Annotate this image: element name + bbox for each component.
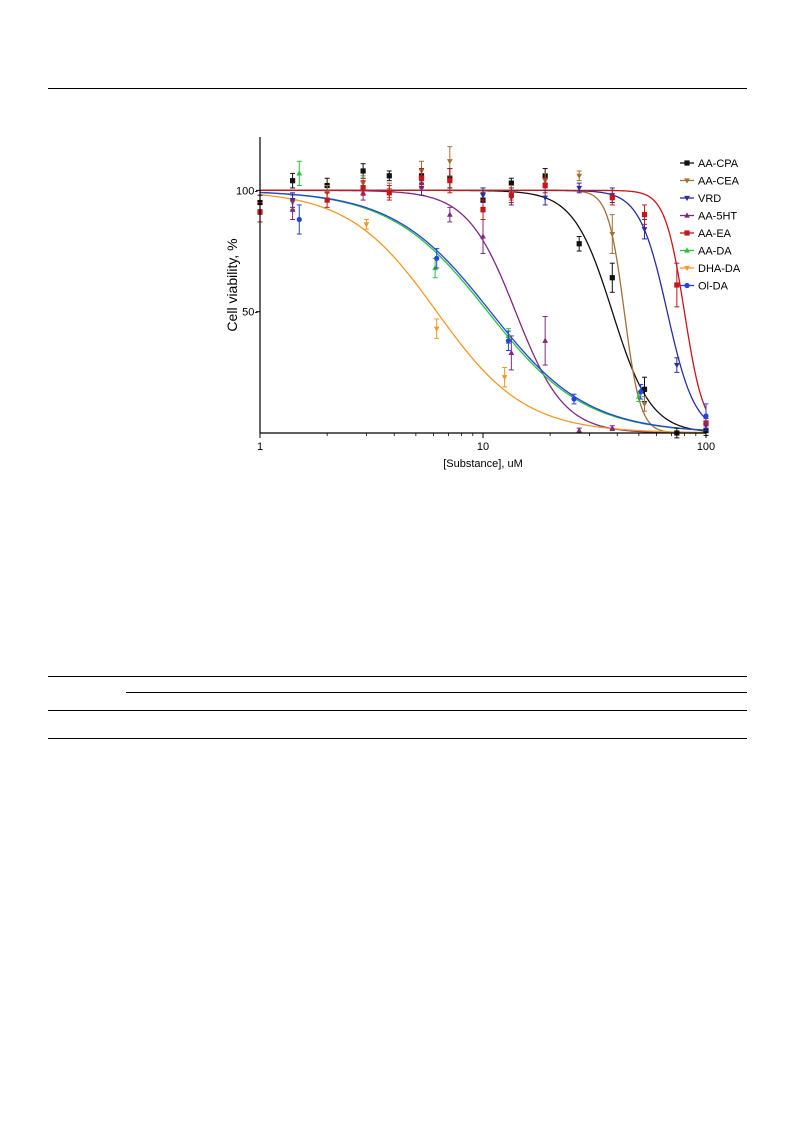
legend-marker-aa-cpa (684, 160, 690, 166)
data-point-aa-da (432, 264, 438, 271)
data-point-aa-ea (609, 195, 615, 201)
top-rule (48, 88, 747, 89)
data-point-aa-cea (576, 173, 583, 179)
data-point-dha-da (363, 222, 370, 228)
legend-marker-dha-da (684, 265, 690, 272)
data-point-aa-cpa (641, 386, 648, 392)
data-point-aa-ea (542, 182, 548, 189)
data-point-vrd (542, 195, 549, 201)
data-point-aa-cpa (386, 173, 392, 179)
legend-marker-aa-cea (684, 178, 690, 184)
data-point-aa-ea (418, 175, 425, 181)
x-tick-label: 1 (257, 441, 263, 453)
data-point-aa-ea (508, 192, 514, 198)
data-point-aa-cpa (289, 178, 296, 184)
data-point-ol-da (571, 396, 577, 402)
data-point-aa-cpa (576, 241, 582, 247)
data-point-aa-ea (386, 190, 392, 196)
x-tick-label: 100 (697, 441, 715, 453)
data-point-aa-cea (446, 159, 453, 165)
data-point-vrd (576, 185, 583, 192)
data-point-ol-da (296, 216, 302, 223)
data-points (257, 146, 709, 439)
table-mid-rule (48, 710, 747, 711)
legend-marker-aa-da (684, 247, 690, 253)
legend: AA-CPA AA-CEA VRD AA-5HT AA-EA AA-DA DHA-DA Ol-… (680, 158, 741, 293)
x-ticks: 1 10 100 (257, 433, 715, 453)
data-point-aa-ea (674, 282, 680, 288)
data-point-aa-5ht (289, 206, 296, 212)
y-ticks: 50- 100- (236, 185, 260, 319)
cell-viability-chart: 1 10 100 50- 100- [Substance], uM Cell viab… (224, 137, 741, 470)
data-point-aa-cea (641, 401, 648, 408)
data-point-aa-5ht (576, 427, 583, 433)
table-top-rule (48, 676, 747, 677)
data-point-aa-ea (480, 207, 486, 213)
legend-marker-ol-da (684, 282, 690, 289)
data-point-ol-da (505, 338, 512, 344)
legend-label-aa-cea: AA-CEA (698, 176, 740, 188)
x-axis-title: [Substance], uM (443, 458, 523, 470)
table-sub-rule (126, 692, 747, 693)
data-point-aa-5ht (542, 337, 549, 343)
legend-label-aa-ea: AA-EA (698, 228, 732, 240)
legend-label-aa-5ht: AA-5HT (698, 211, 737, 223)
data-point-dha-da (501, 375, 508, 381)
data-point-aa-5ht (480, 233, 486, 239)
legend-label-aa-da: AA-DA (698, 246, 732, 258)
fit-curve-ol-da (259, 191, 707, 431)
data-point-aa-cpa (609, 275, 615, 281)
legend-label-aa-cpa: AA-CPA (698, 158, 739, 170)
legend-marker-vrd (684, 195, 690, 202)
x-tick-label: 10 (477, 441, 489, 453)
data-point-dha-da (433, 326, 440, 332)
data-point-aa-ea (641, 212, 648, 218)
data-point-aa-da (296, 170, 303, 176)
data-point-aa-ea (447, 178, 453, 184)
data-point-vrd (641, 227, 648, 233)
data-point-vrd (673, 362, 680, 369)
legend-marker-aa-5ht (684, 212, 690, 218)
data-point-aa-ea (324, 197, 330, 203)
data-point-aa-5ht (508, 349, 515, 356)
y-tick-label: 50- (242, 307, 258, 319)
data-point-aa-cpa (508, 180, 514, 186)
data-point-vrd (480, 193, 486, 199)
legend-label-dha-da: DHA-DA (698, 263, 741, 275)
fit-curve-dha-da (259, 194, 707, 434)
data-point-ol-da (703, 413, 709, 419)
data-point-aa-5ht (609, 425, 616, 431)
data-point-aa-5ht (446, 211, 453, 217)
y-axis-title: Cell viability, % (224, 238, 240, 331)
table-bottom-rule (48, 738, 747, 739)
data-point-aa-cea (609, 231, 616, 238)
data-point-aa-ea (360, 185, 366, 191)
legend-label-ol-da: Ol-DA (698, 281, 729, 293)
y-tick-label: 100- (236, 185, 258, 197)
data-point-ol-da (638, 389, 644, 395)
legend-marker-aa-ea (684, 230, 690, 236)
legend-label-vrd: VRD (698, 193, 721, 205)
data-point-aa-cpa (360, 168, 366, 174)
fit-curves (259, 189, 707, 434)
data-point-ol-da (434, 255, 440, 261)
